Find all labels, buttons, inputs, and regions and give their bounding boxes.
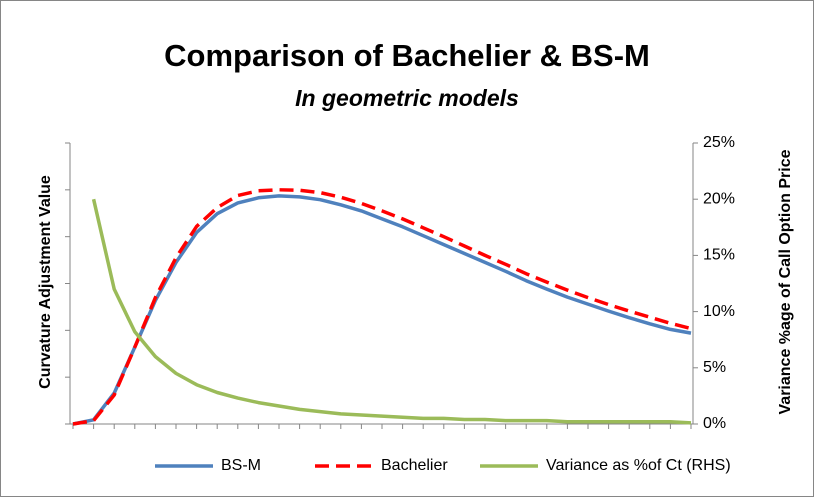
series-line	[91, 198, 692, 425]
legend-label: BS-M	[221, 457, 261, 474]
y2-tick-label: 20%	[703, 190, 735, 207]
series-line	[72, 194, 692, 426]
y2-axis-label: Variance %age of Call Option Price	[777, 149, 794, 414]
y2-tick-label: 25%	[703, 134, 735, 151]
legend-label: Variance as %of Ct (RHS)	[546, 457, 731, 474]
legend-label: Bachelier	[381, 457, 448, 474]
chart-subtitle: In geometric models	[295, 85, 519, 111]
series-line	[72, 188, 692, 426]
y2-tick-label: 0%	[703, 415, 726, 432]
y2-tick-label: 15%	[703, 247, 735, 264]
y2-tick-label: 5%	[703, 359, 726, 376]
y2-tick-label: 10%	[703, 303, 735, 320]
y-axis-label: Curvature Adjustment Value	[37, 175, 54, 389]
chart-title: Comparison of Bachelier & BS-M	[164, 38, 650, 73]
